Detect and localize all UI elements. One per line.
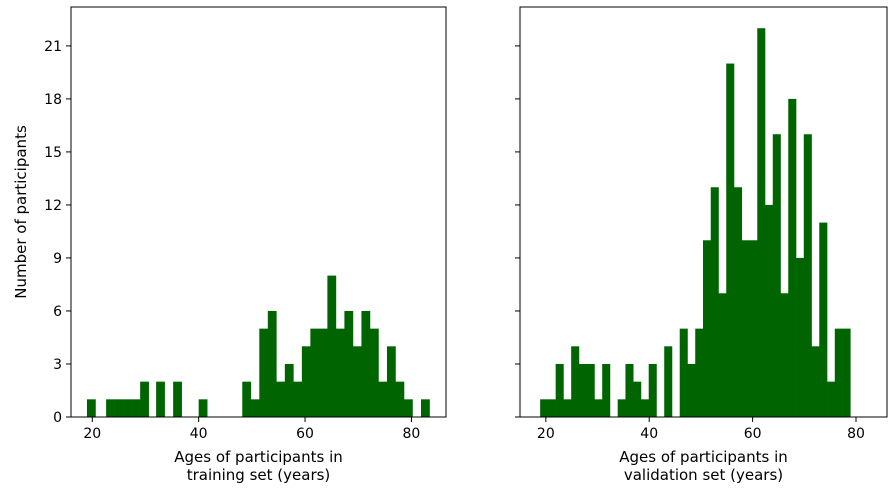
training-bar-16 (301, 346, 311, 417)
training-bar-1 (106, 399, 115, 417)
training-x-tick-label-1: 40 (190, 426, 208, 442)
validation-bar-25 (757, 28, 766, 418)
validation-bar-24 (749, 240, 758, 417)
validation-bar-6 (586, 363, 595, 417)
validation-bar-23 (741, 240, 750, 417)
training-bar-23 (361, 310, 371, 417)
training-bar-22 (352, 346, 362, 417)
training-y-tick-label-5: 15 (44, 145, 62, 161)
validation-x-tick-label-2: 60 (744, 426, 762, 442)
validation-bar-17 (695, 328, 704, 417)
validation-bar-21 (726, 63, 735, 418)
training-x-axis-label-line-1: training set (years) (187, 466, 331, 484)
validation-bar-30 (796, 257, 805, 417)
training-bar-15 (293, 381, 303, 417)
training-y-tick-label-1: 3 (53, 357, 62, 373)
training-bar-11 (259, 328, 269, 417)
validation-bar-32 (811, 346, 820, 417)
training-bar-24 (369, 328, 379, 417)
validation-bar-19 (710, 187, 719, 417)
training-bar-20 (335, 328, 345, 417)
training-y-tick-label-3: 9 (53, 251, 62, 267)
training-bar-7 (173, 381, 182, 417)
validation-bar-3 (563, 399, 572, 417)
validation-x-tick-label-3: 80 (847, 426, 865, 442)
training-bar-14 (284, 363, 294, 417)
validation-bar-36 (842, 328, 851, 417)
validation-bar-2 (555, 363, 564, 417)
training-bar-28 (403, 399, 413, 417)
validation-bar-27 (772, 134, 781, 418)
validation-bar-9 (617, 399, 626, 417)
validation-bar-12 (640, 399, 649, 417)
training-bar-26 (386, 346, 396, 417)
training-bar-6 (156, 381, 165, 417)
training-x-tick-label-0: 20 (83, 426, 101, 442)
training-x-axis-label-line-0: Ages of participants in (174, 448, 343, 466)
training-histogram-panel: 20 40 60 80 0 3 6 9 12 15 18 21 Ages of participants… (12, 6, 447, 484)
validation-bar-22 (734, 187, 743, 417)
training-bar-5 (140, 381, 149, 417)
training-bar-29 (421, 399, 430, 417)
training-y-tick-label-6: 18 (44, 92, 62, 108)
training-bar-19 (327, 275, 337, 417)
validation-bar-18 (702, 240, 712, 417)
training-bar-8 (198, 399, 208, 417)
validation-bar-16 (687, 363, 696, 417)
validation-bar-35 (834, 328, 843, 417)
training-bar-9 (242, 381, 252, 417)
validation-bar-20 (718, 293, 727, 417)
training-x-tick-label-3: 80 (403, 426, 421, 442)
validation-bar-11 (633, 381, 642, 417)
training-bar-4 (131, 399, 141, 417)
training-bar-25 (378, 381, 388, 417)
training-bar-10 (250, 399, 260, 417)
validation-histogram-panel: 20 40 60 80 Ages of participants invalidatio… (515, 6, 888, 484)
validation-bar-26 (765, 204, 774, 417)
validation-bar-4 (571, 346, 580, 417)
validation-bar-0 (540, 399, 549, 417)
validation-bar-29 (788, 98, 797, 418)
validation-bar-1 (547, 399, 556, 417)
validation-bar-8 (602, 363, 611, 417)
validation-bar-14 (664, 346, 673, 417)
validation-x-tick-label-1: 40 (640, 426, 658, 442)
training-bar-3 (123, 399, 132, 417)
training-y-tick-label-0: 0 (53, 410, 62, 426)
training-bar-21 (344, 310, 354, 417)
training-x-tick-label-2: 60 (296, 426, 314, 442)
validation-bar-31 (803, 134, 812, 418)
training-bar-13 (276, 381, 286, 417)
validation-bar-7 (594, 399, 603, 417)
validation-bar-28 (780, 293, 789, 417)
validation-bar-15 (679, 328, 688, 417)
training-bar-0 (86, 399, 96, 417)
training-bar-12 (267, 310, 277, 417)
validation-x-axis-label-line-1: validation set (years) (624, 466, 783, 484)
training-bar-17 (310, 328, 320, 417)
validation-bar-34 (827, 381, 836, 417)
training-y-tick-label-2: 6 (53, 304, 62, 320)
training-bar-18 (318, 328, 328, 417)
validation-x-tick-label-0: 20 (537, 426, 555, 442)
validation-x-axis-label-line-0: Ages of participants in (619, 448, 788, 466)
validation-bar-33 (819, 222, 828, 417)
training-y-tick-label-7: 21 (44, 39, 62, 55)
validation-axes-frame (519, 6, 888, 418)
validation-bar-13 (648, 363, 657, 417)
training-bar-2 (114, 399, 124, 417)
training-bar-27 (395, 381, 405, 417)
training-axes-frame (70, 6, 447, 418)
training-y-tick-label-4: 12 (44, 198, 62, 214)
validation-bar-10 (625, 363, 634, 417)
training-y-axis-label: Number of participants (12, 125, 30, 299)
validation-bar-5 (578, 363, 587, 417)
